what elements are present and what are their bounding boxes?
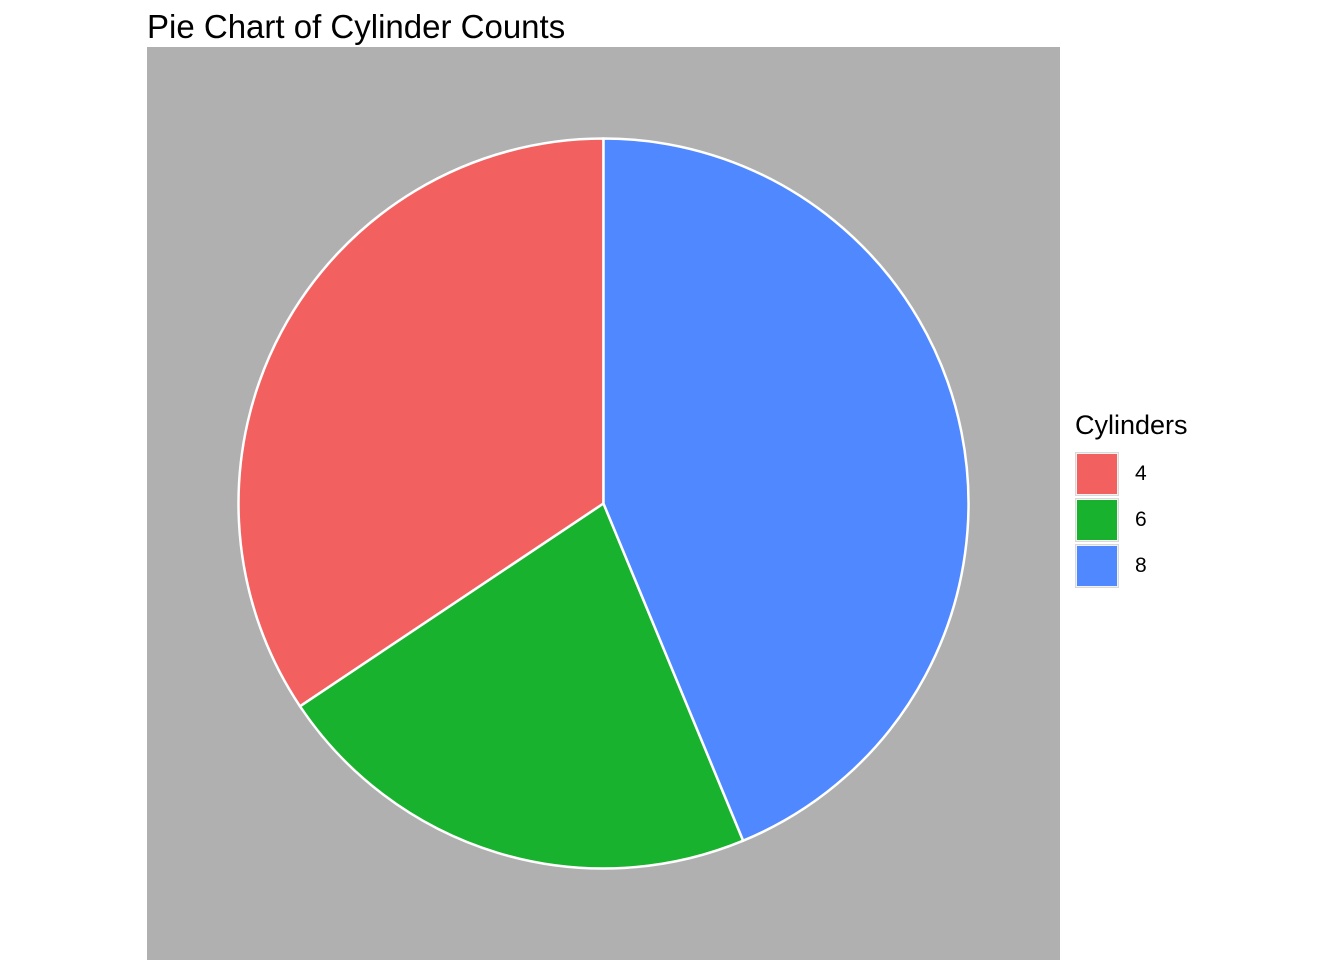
legend-swatch	[1077, 454, 1117, 494]
legend-label: 6	[1135, 508, 1147, 531]
legend-key	[1075, 544, 1119, 588]
pie-slice-6	[298, 502, 745, 870]
legend-item-8: 8	[1075, 543, 1188, 589]
chart-title: Pie Chart of Cylinder Counts	[147, 8, 566, 45]
legend-swatch	[1077, 546, 1117, 586]
legend-swatch	[1077, 500, 1117, 540]
legend: Cylinders 4 6 8	[1075, 410, 1188, 589]
pie-slice-8	[602, 137, 970, 842]
legend-item-4: 4	[1075, 451, 1188, 497]
legend-item-6: 6	[1075, 497, 1188, 543]
legend-title: Cylinders	[1075, 410, 1188, 440]
legend-key	[1075, 498, 1119, 542]
legend-key	[1075, 452, 1119, 496]
legend-label: 4	[1135, 462, 1147, 485]
legend-label: 8	[1135, 554, 1147, 577]
